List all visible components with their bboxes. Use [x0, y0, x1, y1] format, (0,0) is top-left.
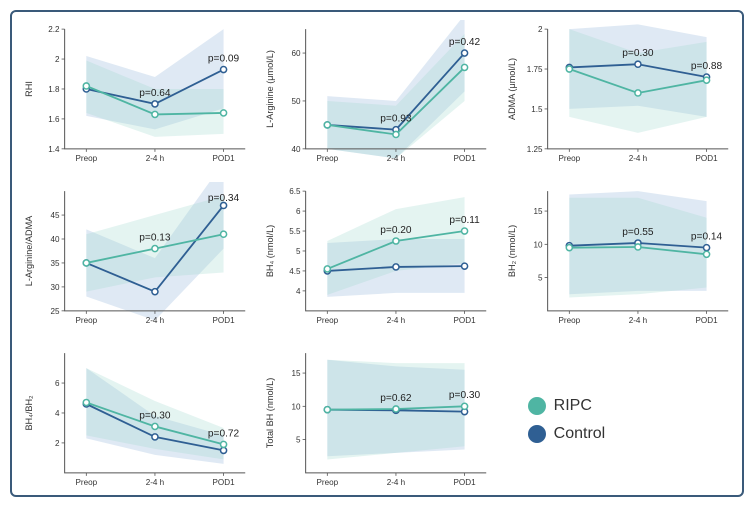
chart-adma: 1.25 1.5 1.75 2 Preop 2-4 h POD1 ADMA (μmol/L) p… [503, 20, 734, 172]
svg-text:1.6: 1.6 [48, 115, 60, 124]
svg-text:5: 5 [538, 274, 543, 283]
svg-text:1.75: 1.75 [526, 65, 542, 74]
svg-text:60: 60 [292, 49, 302, 58]
svg-text:5.5: 5.5 [290, 227, 302, 236]
svg-text:10: 10 [533, 241, 543, 250]
svg-text:6.5: 6.5 [290, 187, 302, 196]
svg-text:p=0.13: p=0.13 [139, 233, 171, 244]
svg-text:ADMA (μmol/L): ADMA (μmol/L) [507, 58, 517, 120]
svg-text:10: 10 [292, 403, 302, 412]
chart-rhi: 1.4 1.6 1.8 2 2.2 Preop 2-4 h POD1 RHI p=0.64 p=0.… [20, 20, 251, 172]
svg-text:p=0.62: p=0.62 [381, 393, 413, 404]
svg-text:5: 5 [296, 436, 301, 445]
svg-text:40: 40 [292, 145, 302, 154]
svg-text:6: 6 [296, 207, 301, 216]
svg-text:30: 30 [51, 283, 61, 292]
svg-text:4: 4 [296, 287, 301, 296]
svg-text:POD1: POD1 [454, 478, 477, 487]
legend-dot-icon [528, 397, 546, 415]
svg-text:Preop: Preop [317, 316, 339, 325]
svg-text:p=0.30: p=0.30 [622, 48, 654, 59]
svg-text:p=0.30: p=0.30 [449, 391, 481, 402]
svg-text:Preop: Preop [558, 316, 580, 325]
svg-text:p=0.34: p=0.34 [208, 193, 240, 204]
svg-text:p=0.64: p=0.64 [139, 88, 171, 99]
svg-text:2: 2 [538, 25, 543, 34]
svg-text:L-Arginine (μmol/L): L-Arginine (μmol/L) [266, 50, 276, 128]
svg-text:2.2: 2.2 [48, 25, 60, 34]
svg-text:Preop: Preop [317, 154, 339, 163]
svg-text:Preop: Preop [75, 478, 97, 487]
svg-text:p=0.88: p=0.88 [691, 61, 723, 72]
svg-text:BH₄ (nmol/L): BH₄ (nmol/L) [266, 225, 276, 277]
svg-text:1.4: 1.4 [48, 145, 60, 154]
svg-text:p=0.11: p=0.11 [450, 215, 481, 226]
legend-item-control: Control [528, 425, 734, 443]
svg-text:2: 2 [55, 439, 60, 448]
svg-text:p=0.42: p=0.42 [449, 37, 481, 48]
chart-bh4bh2: 2 4 6 Preop 2-4 h POD1 BH₄/BH₂ p=0.30 p=0.72 [20, 344, 251, 496]
svg-text:p=0.20: p=0.20 [381, 225, 413, 236]
svg-text:p=0.30: p=0.30 [139, 411, 171, 422]
svg-text:Total BH (nmol/L): Total BH (nmol/L) [266, 378, 276, 449]
svg-text:2-4 h: 2-4 h [628, 154, 646, 163]
svg-text:4.5: 4.5 [290, 267, 302, 276]
svg-text:25: 25 [51, 307, 61, 316]
svg-text:POD1: POD1 [695, 316, 718, 325]
svg-text:15: 15 [533, 207, 543, 216]
svg-text:2-4 h: 2-4 h [387, 316, 405, 325]
svg-text:2-4 h: 2-4 h [146, 154, 164, 163]
chart-bh4: 4 4.5 5 5.5 6 6.5 Preop 2-4 h POD1 BH₄ (nmol/L) p=… [261, 182, 492, 334]
svg-text:2-4 h: 2-4 h [387, 154, 405, 163]
legend-label: RIPC [554, 397, 592, 415]
svg-text:2-4 h: 2-4 h [146, 478, 164, 487]
svg-text:p=0.55: p=0.55 [622, 227, 654, 238]
legend-label: Control [554, 425, 606, 443]
svg-text:p=0.09: p=0.09 [208, 53, 240, 64]
svg-text:Preop: Preop [75, 316, 97, 325]
svg-text:Preop: Preop [75, 154, 97, 163]
chart-bh2: 5 10 15 Preop 2-4 h POD1 BH₂ (nmol/L) p=0.55 p=0… [503, 182, 734, 334]
svg-text:50: 50 [292, 97, 302, 106]
svg-text:15: 15 [292, 369, 302, 378]
svg-text:POD1: POD1 [454, 154, 477, 163]
svg-text:40: 40 [51, 235, 61, 244]
svg-text:POD1: POD1 [213, 154, 236, 163]
svg-text:2-4 h: 2-4 h [628, 316, 646, 325]
svg-text:BH₂ (nmol/L): BH₂ (nmol/L) [507, 225, 517, 277]
legend: RIPC Control [503, 344, 734, 496]
svg-text:1.8: 1.8 [48, 85, 60, 94]
svg-text:4: 4 [55, 409, 60, 418]
svg-text:POD1: POD1 [695, 154, 718, 163]
svg-text:1.5: 1.5 [531, 105, 543, 114]
legend-item-ripc: RIPC [528, 397, 734, 415]
svg-text:5: 5 [296, 247, 301, 256]
chart-ratio: 25 30 35 40 45 Preop 2-4 h POD1 L-Arginine/ADMA p… [20, 182, 251, 334]
svg-text:Preop: Preop [317, 478, 339, 487]
svg-text:POD1: POD1 [213, 316, 236, 325]
svg-text:6: 6 [55, 379, 60, 388]
chart-larg: 40 50 60 Preop 2-4 h POD1 L-Arginine (μmol/L) p… [261, 20, 492, 172]
svg-text:p=0.72: p=0.72 [208, 429, 240, 440]
svg-text:L-Arginine/ADMA: L-Arginine/ADMA [24, 215, 34, 286]
svg-text:35: 35 [51, 259, 61, 268]
svg-text:p=0.14: p=0.14 [691, 232, 723, 243]
svg-text:1.25: 1.25 [526, 145, 542, 154]
svg-text:RHI: RHI [24, 81, 34, 97]
svg-text:45: 45 [51, 211, 61, 220]
svg-text:2-4 h: 2-4 h [146, 316, 164, 325]
svg-text:POD1: POD1 [454, 316, 477, 325]
chart-totbh: 5 10 15 Preop 2-4 h POD1 Total BH (nmol/L) p=0.… [261, 344, 492, 496]
legend-dot-icon [528, 425, 546, 443]
svg-text:POD1: POD1 [213, 478, 236, 487]
svg-text:2: 2 [55, 55, 60, 64]
svg-text:2-4 h: 2-4 h [387, 478, 405, 487]
svg-text:Preop: Preop [558, 154, 580, 163]
svg-text:BH₄/BH₂: BH₄/BH₂ [24, 395, 34, 431]
svg-text:p=0.93: p=0.93 [381, 114, 413, 125]
